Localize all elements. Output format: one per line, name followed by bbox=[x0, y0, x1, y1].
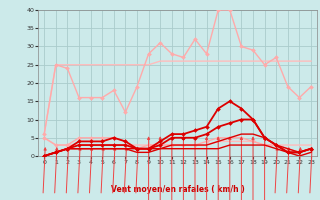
X-axis label: Vent moyen/en rafales ( km/h ): Vent moyen/en rafales ( km/h ) bbox=[111, 185, 244, 194]
